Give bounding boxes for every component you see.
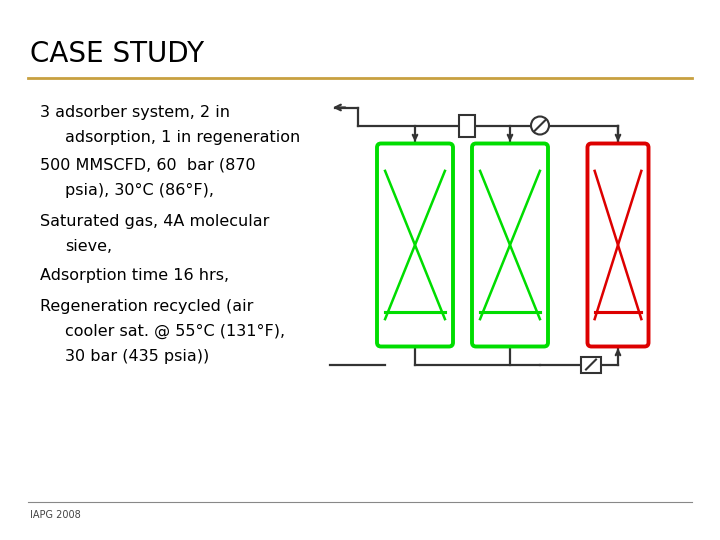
FancyBboxPatch shape xyxy=(472,144,548,347)
Text: CASE STUDY: CASE STUDY xyxy=(30,40,204,68)
Text: 30 bar (435 psia)): 30 bar (435 psia)) xyxy=(65,349,210,364)
Text: Saturated gas, 4A molecular: Saturated gas, 4A molecular xyxy=(40,214,269,229)
Text: 3 adsorber system, 2 in: 3 adsorber system, 2 in xyxy=(40,105,230,120)
Text: sieve,: sieve, xyxy=(65,239,112,254)
Text: 500 MMSCFD, 60  bar (870: 500 MMSCFD, 60 bar (870 xyxy=(40,158,256,173)
FancyBboxPatch shape xyxy=(377,144,453,347)
FancyBboxPatch shape xyxy=(588,144,649,347)
Text: cooler sat. @ 55°C (131°F),: cooler sat. @ 55°C (131°F), xyxy=(65,324,285,339)
Text: psia), 30°C (86°F),: psia), 30°C (86°F), xyxy=(65,183,214,198)
Bar xyxy=(581,356,601,373)
Circle shape xyxy=(531,117,549,134)
Text: adsorption, 1 in regeneration: adsorption, 1 in regeneration xyxy=(65,130,300,145)
Text: Regeneration recycled (air: Regeneration recycled (air xyxy=(40,299,253,314)
Bar xyxy=(459,114,475,137)
Text: IAPG 2008: IAPG 2008 xyxy=(30,510,81,520)
Text: Adsorption time 16 hrs,: Adsorption time 16 hrs, xyxy=(40,268,229,283)
